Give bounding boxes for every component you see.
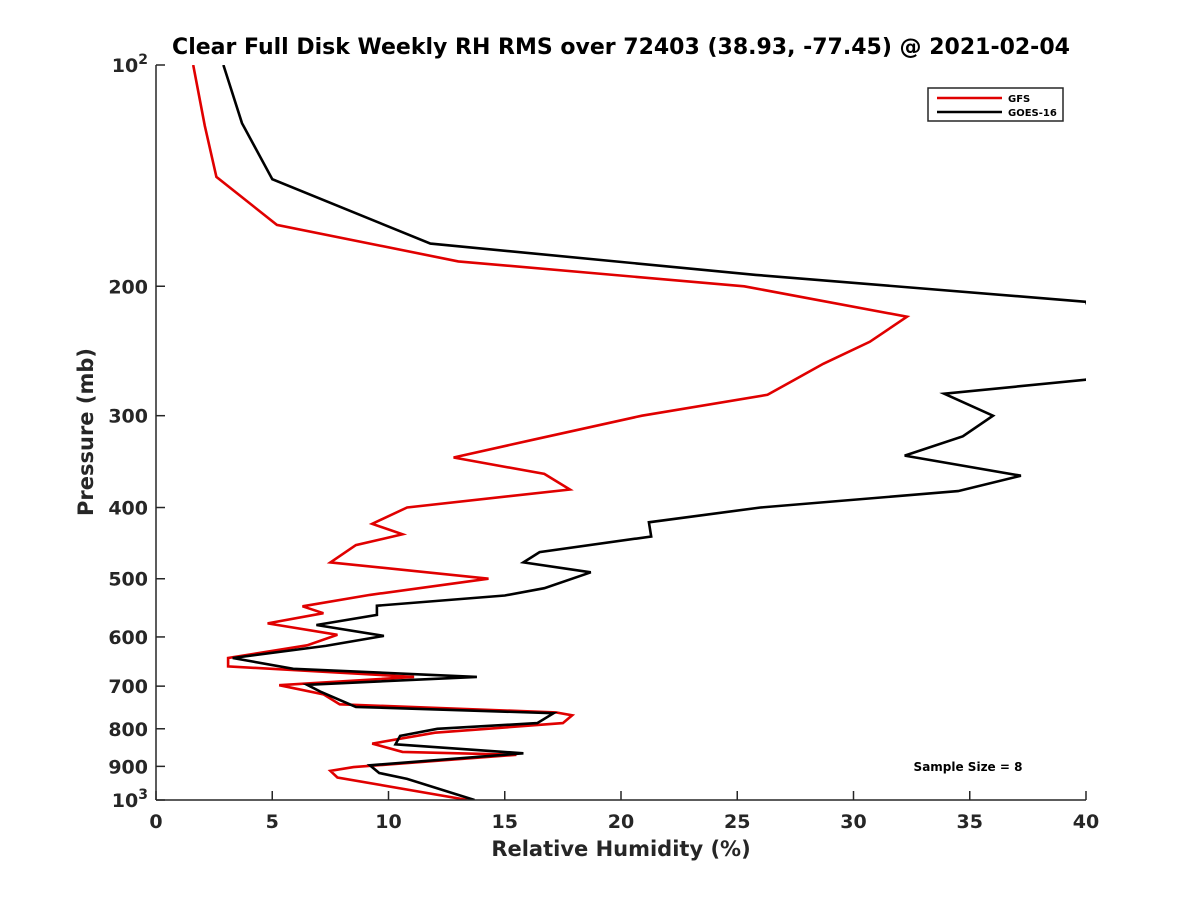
y-tick-label: 800 (108, 719, 148, 741)
y-tick-label: 500 (108, 569, 148, 591)
sample-size-annotation: Sample Size = 8 (914, 760, 1023, 774)
legend-label: GFS (1008, 94, 1030, 105)
y-tick-label: 900 (108, 756, 148, 778)
plot-area: 0 5 10 15 20 25 30 35 40 102 200 300 400 500 600 700 80… (108, 52, 1099, 833)
y-tick-label: 700 (108, 676, 148, 698)
x-tick-label: 30 (840, 811, 866, 833)
x-tick-label: 35 (957, 811, 983, 833)
y-tick-label: 102 (112, 52, 148, 77)
series-line-goes-16 (222, 65, 1086, 800)
x-tick-label: 15 (492, 811, 518, 833)
x-tick-label: 0 (149, 811, 162, 833)
x-tick-label: 10 (375, 811, 401, 833)
x-axis-ticks: 0 5 10 15 20 25 30 35 40 (149, 791, 1099, 833)
series-line-gfs (191, 65, 911, 800)
y-axis-ticks: 102 200 300 400 500 600 700 800 900 103 (108, 52, 165, 812)
legend-label: GOES-16 (1008, 108, 1057, 119)
y-tick-label: 103 (112, 787, 148, 812)
x-axis-label: Relative Humidity (%) (491, 837, 750, 861)
legend-box (927, 87, 1064, 122)
y-tick-label: 600 (108, 627, 148, 649)
chart-title: Clear Full Disk Weekly RH RMS over 72403… (172, 35, 1070, 60)
y-tick-label: 300 (108, 406, 148, 428)
x-tick-label: 20 (608, 811, 634, 833)
x-tick-label: 25 (724, 811, 750, 833)
x-tick-label: 40 (1073, 811, 1099, 833)
series-layer (191, 65, 1086, 800)
y-tick-label: 200 (108, 276, 148, 298)
x-tick-label: 5 (266, 811, 279, 833)
y-tick-label: 400 (108, 498, 148, 520)
legend: GFS GOES-16 (927, 87, 1064, 122)
y-axis-label: Pressure (mb) (74, 348, 98, 516)
